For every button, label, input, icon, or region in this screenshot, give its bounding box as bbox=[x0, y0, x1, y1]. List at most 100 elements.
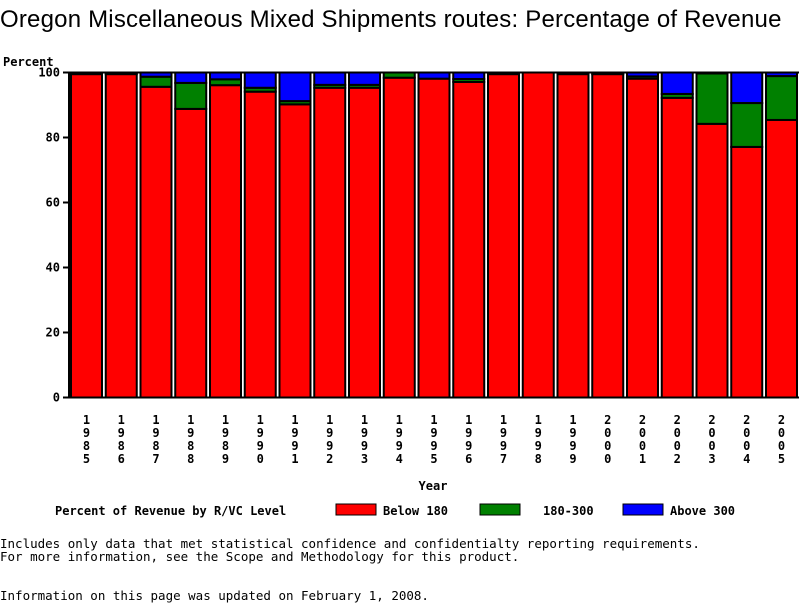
x-tick-label: 2 bbox=[604, 413, 611, 427]
x-tick-label: 2 bbox=[674, 452, 681, 466]
x-tick-label: 8 bbox=[222, 439, 229, 453]
x-tick-label: 1 bbox=[257, 413, 264, 427]
x-tick-label: 0 bbox=[743, 439, 750, 453]
x-tick-label: 1 bbox=[118, 413, 125, 427]
bar-segment-above-300 bbox=[313, 71, 347, 86]
x-tick-label: 9 bbox=[535, 426, 542, 440]
bar-segment-above-300 bbox=[660, 71, 694, 95]
x-tick-label: 1 bbox=[152, 413, 159, 427]
x-tick-label: 1 bbox=[222, 413, 229, 427]
x-tick-label: 2 bbox=[639, 413, 646, 427]
x-tick-label: 1 bbox=[535, 413, 542, 427]
x-tick-label: 9 bbox=[500, 426, 507, 440]
x-tick-label: 9 bbox=[361, 426, 368, 440]
legend-swatch bbox=[479, 503, 521, 516]
bar-segment-below-180 bbox=[278, 103, 312, 399]
bar-segment-180-300 bbox=[174, 81, 208, 110]
x-tick-label: 6 bbox=[118, 452, 125, 466]
bar-segment-below-180 bbox=[521, 71, 555, 399]
legend-swatch bbox=[622, 503, 664, 516]
x-tick-label: 2 bbox=[708, 413, 715, 427]
x-tick-label: 9 bbox=[396, 439, 403, 453]
x-tick-label: 9 bbox=[326, 439, 333, 453]
x-tick-label: 9 bbox=[257, 439, 264, 453]
x-tick-label: 7 bbox=[152, 452, 159, 466]
x-tick-label: 0 bbox=[639, 439, 646, 453]
bar-segment-below-180 bbox=[695, 122, 729, 399]
note-confidence: Includes only data that met statistical … bbox=[0, 536, 700, 551]
x-tick-label: 3 bbox=[361, 452, 368, 466]
y-tick-label: 60 bbox=[46, 196, 60, 210]
x-tick-label: 2 bbox=[743, 413, 750, 427]
bar-segment-below-180 bbox=[209, 84, 242, 399]
bar-segment-below-180 bbox=[139, 85, 173, 399]
x-tick-label: 1 bbox=[361, 413, 368, 427]
x-tick-label: 9 bbox=[535, 439, 542, 453]
x-tick-label: 8 bbox=[535, 452, 542, 466]
x-tick-label: 9 bbox=[152, 426, 159, 440]
y-tick-label: 20 bbox=[46, 326, 60, 340]
bar-segment-180-300 bbox=[139, 75, 173, 88]
x-tick-label: 9 bbox=[500, 439, 507, 453]
bar-segment-below-180 bbox=[452, 80, 486, 399]
x-tick-label: 9 bbox=[257, 426, 264, 440]
x-tick-label: 9 bbox=[465, 426, 472, 440]
bar-segment-below-180 bbox=[382, 76, 416, 399]
x-tick-label: 5 bbox=[430, 452, 437, 466]
bar-segment-below-180 bbox=[104, 73, 138, 399]
x-tick-label: 9 bbox=[465, 439, 472, 453]
bar-segment-above-300 bbox=[174, 71, 208, 84]
bar-segment-below-180 bbox=[174, 107, 208, 399]
x-tick-label: 9 bbox=[430, 426, 437, 440]
bar-segment-below-180 bbox=[591, 73, 625, 399]
x-tick-label: 0 bbox=[674, 426, 681, 440]
bar-segment-below-180 bbox=[70, 73, 103, 399]
bar-segment-180-300 bbox=[730, 102, 764, 148]
bar-segment-180-300 bbox=[695, 72, 729, 125]
x-tick-label: 9 bbox=[430, 439, 437, 453]
bar-segment-above-300 bbox=[209, 71, 242, 81]
x-tick-label: 2 bbox=[326, 452, 333, 466]
x-tick-label: 1 bbox=[569, 413, 576, 427]
y-axis-label: Percent bbox=[3, 55, 54, 69]
x-tick-label: 9 bbox=[222, 426, 229, 440]
x-tick-label: 9 bbox=[291, 426, 298, 440]
x-tick-label: 1 bbox=[326, 413, 333, 427]
legend-label: Above 300 bbox=[670, 504, 735, 518]
y-tick-label: 100 bbox=[38, 66, 60, 80]
x-tick-label: 9 bbox=[291, 439, 298, 453]
x-tick-label: 0 bbox=[639, 426, 646, 440]
x-tick-label: 0 bbox=[257, 452, 264, 466]
x-tick-label: 9 bbox=[187, 426, 194, 440]
x-tick-label: 1 bbox=[430, 413, 437, 427]
note-methodology: For more information, see the Scope and … bbox=[0, 549, 520, 564]
x-tick-label: 4 bbox=[743, 452, 750, 466]
bar-segment-below-180 bbox=[730, 145, 764, 399]
bar-segment-above-300 bbox=[730, 71, 764, 105]
x-tick-label: 2 bbox=[778, 413, 785, 427]
x-tick-label: 1 bbox=[83, 413, 90, 427]
x-tick-label: 5 bbox=[778, 452, 785, 466]
bar-segment-180-300 bbox=[765, 75, 798, 121]
x-tick-label: 0 bbox=[778, 439, 785, 453]
bar-segment-below-180 bbox=[556, 73, 590, 399]
x-tick-label: 1 bbox=[465, 413, 472, 427]
x-tick-label: 8 bbox=[83, 439, 90, 453]
x-tick-label: 0 bbox=[778, 426, 785, 440]
x-tick-label: 9 bbox=[569, 439, 576, 453]
x-tick-label: 0 bbox=[604, 452, 611, 466]
x-tick-label: 7 bbox=[500, 452, 507, 466]
x-tick-label: 2 bbox=[674, 413, 681, 427]
y-tick-label: 80 bbox=[46, 131, 60, 145]
chart-title: Oregon Miscellaneous Mixed Shipments rou… bbox=[0, 6, 782, 33]
legend-label: 180-300 bbox=[543, 504, 594, 518]
x-tick-label: 0 bbox=[743, 426, 750, 440]
x-tick-label: 0 bbox=[674, 439, 681, 453]
bar-segment-below-180 bbox=[417, 77, 451, 399]
x-tick-label: 0 bbox=[708, 426, 715, 440]
x-tick-label: 6 bbox=[465, 452, 472, 466]
x-tick-label: 4 bbox=[396, 452, 403, 466]
bar-segment-below-180 bbox=[660, 96, 694, 399]
x-tick-label: 8 bbox=[152, 439, 159, 453]
